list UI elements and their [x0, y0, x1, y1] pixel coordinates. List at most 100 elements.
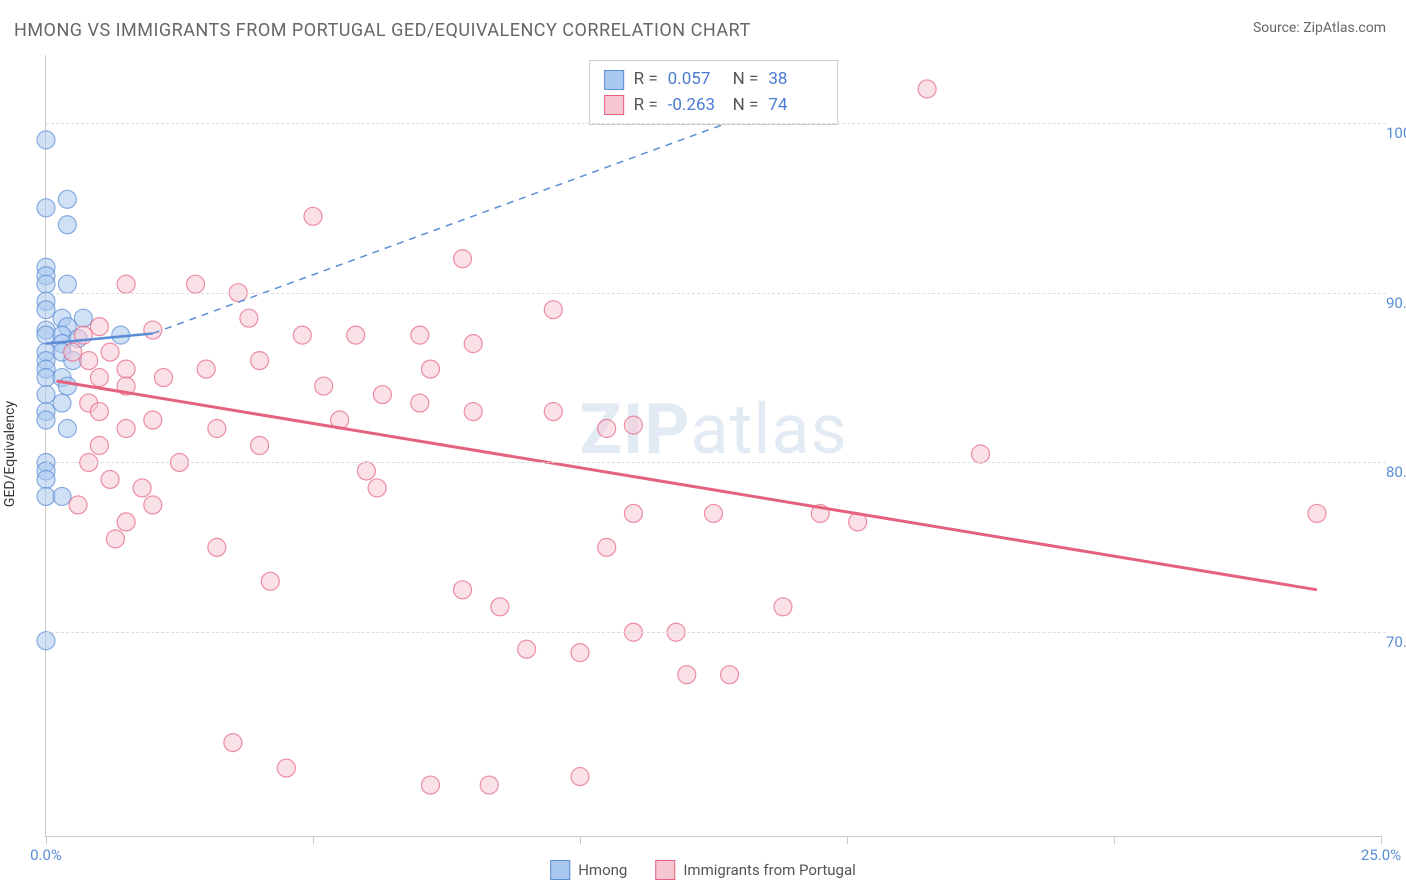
scatter-point: [58, 190, 76, 208]
scatter-point: [598, 538, 616, 556]
scatter-point: [304, 207, 322, 225]
scatter-point: [117, 275, 135, 293]
scatter-point: [37, 369, 55, 387]
scatter-point: [37, 301, 55, 319]
x-tick: [580, 836, 581, 844]
scatter-point: [37, 199, 55, 217]
scatter-point: [464, 335, 482, 353]
scatter-point: [58, 377, 76, 395]
legend-swatch: [550, 860, 570, 880]
scatter-point: [347, 326, 365, 344]
scatter-point: [421, 360, 439, 378]
correlation-legend: R =0.057N =38R =-0.263N =74: [589, 60, 839, 125]
scatter-point: [53, 487, 71, 505]
scatter-point: [37, 487, 55, 505]
scatter-point: [373, 386, 391, 404]
y-tick-label: 80.0%: [1386, 463, 1406, 481]
scatter-point: [315, 377, 333, 395]
scatter-point: [37, 131, 55, 149]
y-tick-label: 100.0%: [1386, 124, 1406, 142]
scatter-point: [544, 301, 562, 319]
legend-swatch: [655, 860, 675, 880]
scatter-point: [64, 343, 82, 361]
y-tick-label: 70.0%: [1386, 633, 1406, 651]
stat-r-value: -0.263: [668, 93, 723, 119]
scatter-svg: [46, 55, 1381, 836]
legend-stat-row: R =0.057N =38: [604, 67, 824, 93]
scatter-point: [58, 216, 76, 234]
gridline: [46, 123, 1386, 124]
scatter-point: [144, 321, 162, 339]
scatter-point: [37, 632, 55, 650]
legend-stat-row: R =-0.263N =74: [604, 93, 824, 119]
stat-r-label: R =: [634, 93, 658, 119]
y-axis-label: GED/Equivalency: [2, 401, 18, 507]
y-tick-label: 90.0%: [1386, 294, 1406, 312]
scatter-point: [624, 504, 642, 522]
scatter-point: [117, 360, 135, 378]
scatter-point: [251, 437, 269, 455]
scatter-point: [774, 598, 792, 616]
legend-swatch: [604, 95, 624, 115]
scatter-point: [678, 666, 696, 684]
scatter-point: [972, 445, 990, 463]
scatter-point: [705, 504, 723, 522]
source-attribution: Source: ZipAtlas.com: [1253, 20, 1386, 36]
x-tick: [313, 836, 314, 844]
series-legend: Hmong Immigrants from Portugal: [550, 860, 856, 880]
scatter-point: [454, 250, 472, 268]
scatter-point: [37, 326, 55, 344]
scatter-point: [197, 360, 215, 378]
scatter-point: [133, 479, 151, 497]
gridline: [46, 462, 1386, 463]
scatter-point: [357, 462, 375, 480]
scatter-point: [261, 572, 279, 590]
chart-title: HMONG VS IMMIGRANTS FROM PORTUGAL GED/EQ…: [14, 20, 751, 41]
scatter-point: [90, 403, 108, 421]
scatter-point: [208, 420, 226, 438]
legend-label: Immigrants from Portugal: [683, 861, 855, 879]
scatter-point: [571, 768, 589, 786]
x-tick: [847, 836, 848, 844]
x-tick: [1381, 836, 1382, 844]
scatter-point: [277, 759, 295, 777]
legend-item: Immigrants from Portugal: [655, 860, 855, 880]
scatter-point: [454, 581, 472, 599]
scatter-point: [58, 275, 76, 293]
stat-n-label: N =: [733, 67, 759, 93]
scatter-point: [293, 326, 311, 344]
scatter-point: [721, 666, 739, 684]
scatter-point: [90, 369, 108, 387]
scatter-point: [411, 394, 429, 412]
scatter-point: [480, 776, 498, 794]
scatter-point: [37, 275, 55, 293]
stat-n-value: 38: [768, 67, 823, 93]
legend-item: Hmong: [550, 860, 627, 880]
gridline: [46, 293, 1386, 294]
scatter-point: [411, 326, 429, 344]
scatter-point: [624, 416, 642, 434]
scatter-point: [224, 734, 242, 752]
scatter-point: [101, 343, 119, 361]
scatter-point: [544, 403, 562, 421]
scatter-point: [598, 420, 616, 438]
scatter-point: [464, 403, 482, 421]
scatter-point: [53, 394, 71, 412]
x-tick: [1114, 836, 1115, 844]
scatter-point: [90, 318, 108, 336]
trend-line-extrapolated: [153, 89, 821, 333]
x-tick-label: 0.0%: [30, 846, 62, 864]
scatter-point: [1308, 504, 1326, 522]
scatter-point: [37, 470, 55, 488]
stat-r-label: R =: [634, 67, 658, 93]
x-tick: [46, 836, 47, 844]
scatter-point: [918, 80, 936, 98]
scatter-point: [69, 496, 87, 514]
legend-swatch: [604, 70, 624, 90]
scatter-point: [491, 598, 509, 616]
scatter-point: [101, 470, 119, 488]
scatter-point: [571, 644, 589, 662]
scatter-point: [421, 776, 439, 794]
scatter-point: [74, 309, 92, 327]
stat-n-value: 74: [768, 93, 823, 119]
